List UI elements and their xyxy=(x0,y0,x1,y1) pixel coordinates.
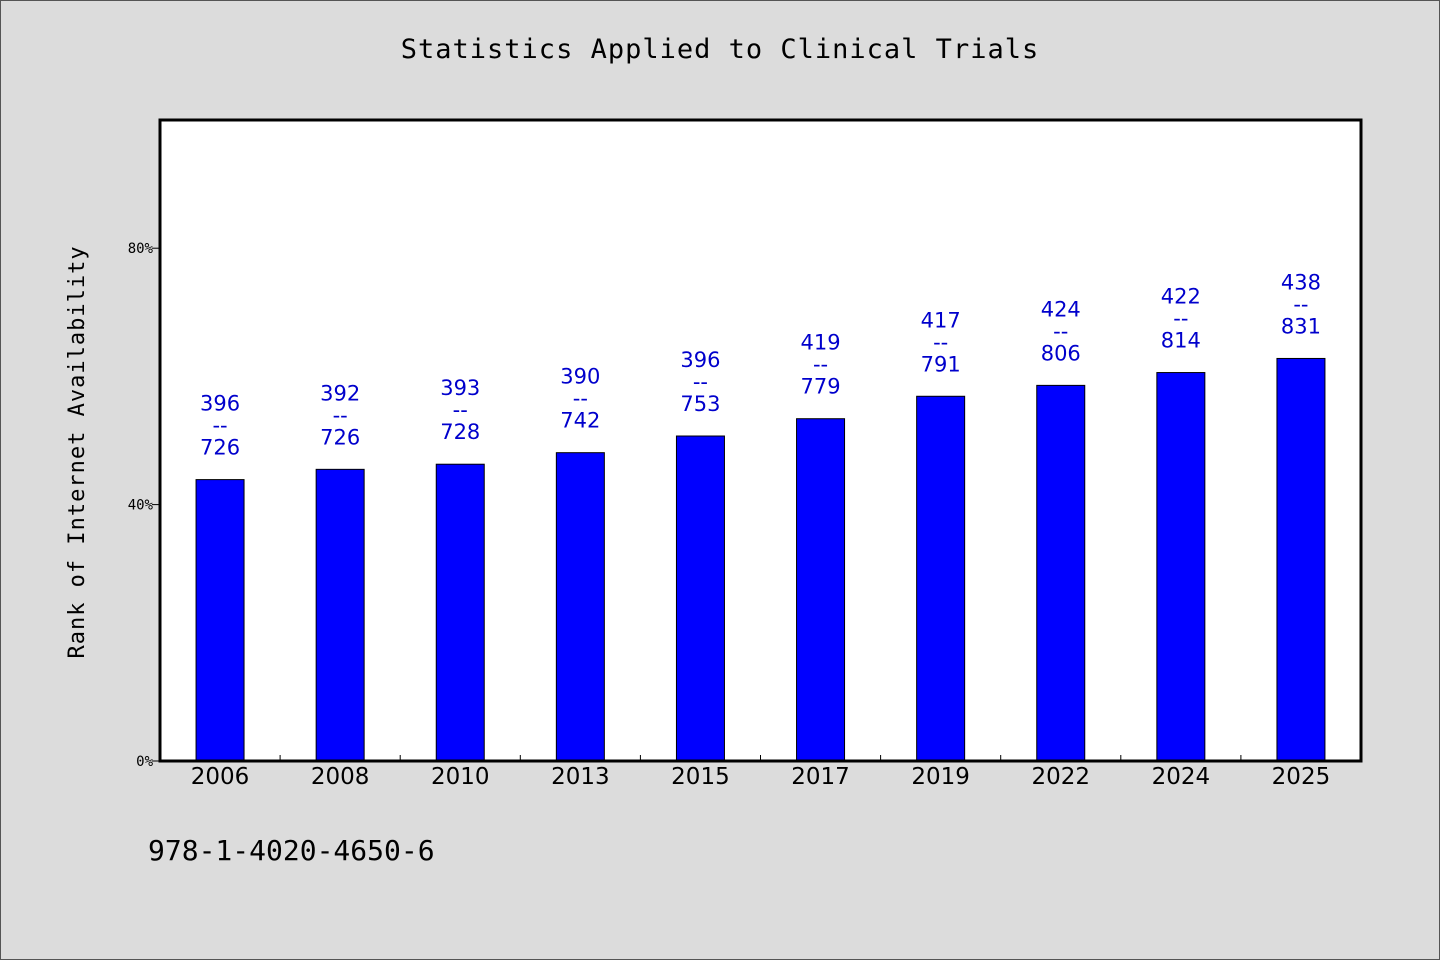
data-label: 791 xyxy=(921,352,961,376)
data-label: 779 xyxy=(801,375,841,399)
y-tick-label: 80% xyxy=(128,241,154,257)
y-axis-label: Rank of Internet Availability xyxy=(65,245,90,658)
y-tick-label: 0% xyxy=(136,754,153,770)
data-label: 831 xyxy=(1281,314,1321,338)
bar xyxy=(555,452,605,762)
data-label: 806 xyxy=(1041,341,1081,365)
data-label: -- xyxy=(693,370,708,394)
data-label: 726 xyxy=(320,425,360,449)
data-label: 438 xyxy=(1281,270,1321,294)
bar xyxy=(315,468,365,762)
x-tick-label: 2008 xyxy=(311,764,370,790)
data-label: 396 xyxy=(680,348,720,372)
data-label: 393 xyxy=(440,376,480,400)
y-axis-ticks: 0% 40% 80% xyxy=(128,241,160,770)
data-label: 392 xyxy=(320,381,360,405)
data-label: -- xyxy=(1053,319,1068,343)
data-label: -- xyxy=(212,414,227,438)
bar xyxy=(796,418,846,762)
data-label: 390 xyxy=(560,365,600,389)
data-label: -- xyxy=(573,387,588,411)
data-label: -- xyxy=(333,403,348,427)
x-tick-label: 2024 xyxy=(1152,764,1211,790)
bar xyxy=(916,395,966,762)
data-label: 424 xyxy=(1041,297,1081,321)
data-label: -- xyxy=(813,353,828,377)
data-labels: 396--726392--726393--728390--742396--753… xyxy=(200,270,1321,459)
bar xyxy=(675,435,725,762)
bar xyxy=(1276,357,1326,762)
x-tick-label: 2015 xyxy=(671,764,730,790)
x-tick-label: 2010 xyxy=(431,764,490,790)
x-axis-ticks: 2006 2008 2010 2013 2015 2017 2019 2022 2024 2025 xyxy=(191,755,1330,790)
bar-series xyxy=(195,357,1326,762)
data-label: 417 xyxy=(921,308,961,332)
bar xyxy=(435,463,485,762)
data-label: 726 xyxy=(200,436,240,460)
data-label: 396 xyxy=(200,392,240,416)
bar xyxy=(1156,372,1206,762)
data-label: -- xyxy=(453,398,468,422)
bar xyxy=(195,479,245,762)
data-label: 419 xyxy=(801,331,841,355)
x-tick-label: 2013 xyxy=(551,764,610,790)
data-label: 753 xyxy=(680,392,720,416)
data-label: 728 xyxy=(440,420,480,444)
isbn-text: 978-1-4020-4650-6 xyxy=(148,834,435,867)
data-label: -- xyxy=(1293,292,1308,316)
data-label: 742 xyxy=(560,409,600,433)
data-label: 422 xyxy=(1161,285,1201,309)
x-tick-label: 2022 xyxy=(1031,764,1090,790)
plot-border xyxy=(158,118,1363,763)
y-tick-label: 40% xyxy=(128,498,154,514)
x-tick-label: 2019 xyxy=(911,764,970,790)
x-tick-label: 2017 xyxy=(791,764,850,790)
x-tick-label: 2025 xyxy=(1272,764,1331,790)
data-label: -- xyxy=(1173,307,1188,331)
chart-title: Statistics Applied to Clinical Trials xyxy=(400,34,1040,65)
data-label: 814 xyxy=(1161,329,1201,353)
x-tick-label: 2006 xyxy=(191,764,250,790)
bar xyxy=(1036,384,1086,762)
data-label: -- xyxy=(933,330,948,354)
